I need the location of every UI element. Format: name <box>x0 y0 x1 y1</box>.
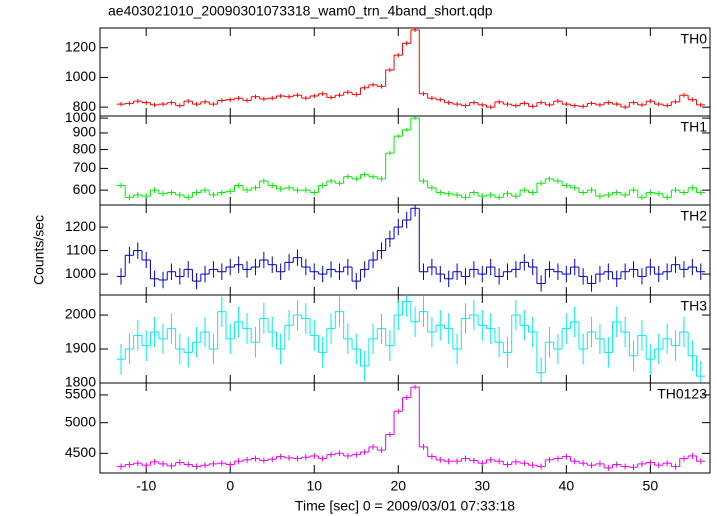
y-tick-label: 700 <box>73 159 97 175</box>
y-tick-label: 600 <box>73 181 97 197</box>
y-tick-label: 800 <box>73 98 97 114</box>
y-tick-label: 1000 <box>65 109 96 125</box>
panel-frame <box>99 115 711 206</box>
panel-label: TH2 <box>681 208 708 224</box>
y-tick-label: 4500 <box>65 444 96 460</box>
panel-frame <box>99 294 711 384</box>
y-tick-label: 2000 <box>65 306 96 322</box>
x-tick-label: 10 <box>306 478 322 494</box>
panel-label: TH1 <box>681 119 708 135</box>
x-axis-label: Time [sec] 0 = 2009/03/01 07:33:18 <box>295 498 515 514</box>
x-tick-label: 20 <box>390 478 406 494</box>
x-tick-label: 30 <box>475 478 491 494</box>
y-tick-label: 5500 <box>65 386 96 402</box>
y-tick-label: 5000 <box>65 413 96 429</box>
y-tick-label: 1000 <box>65 265 96 281</box>
y-tick-label: 1000 <box>65 68 96 84</box>
y-tick-label: 900 <box>73 124 97 140</box>
y-tick-label: 1200 <box>65 218 96 234</box>
x-tick-label: 0 <box>226 478 234 494</box>
panel-label: TH3 <box>681 298 708 314</box>
chart-title: ae403021010_20090301073318_wam0_trn_4ban… <box>108 3 493 19</box>
y-tick-label: 1100 <box>66 241 96 257</box>
y-tick-label: 1200 <box>65 38 96 54</box>
panel-frame <box>99 27 711 117</box>
y-tick-label: 800 <box>73 140 97 156</box>
panel-frame <box>99 382 711 474</box>
x-tick-label: 50 <box>643 478 659 494</box>
y-tick-label: 1800 <box>65 374 96 390</box>
panel-label: TH0 <box>681 31 708 47</box>
y-axis-label: Counts/sec <box>31 215 47 285</box>
panel-label: TH0123 <box>657 386 707 402</box>
x-tick-label: 40 <box>559 478 575 494</box>
panel-frame <box>99 204 711 296</box>
x-tick-label: -10 <box>136 478 156 494</box>
y-tick-label: 1900 <box>65 340 96 356</box>
